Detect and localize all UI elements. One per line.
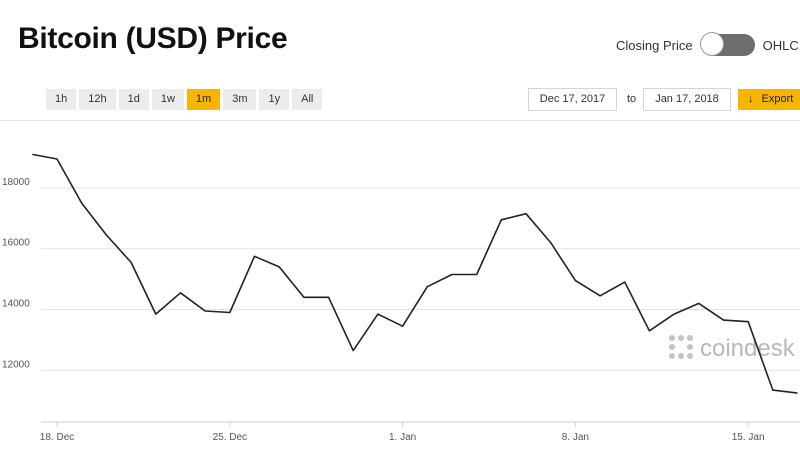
- watermark-text: coindesk: [700, 335, 796, 362]
- data-point[interactable]: [770, 388, 775, 393]
- data-point[interactable]: [499, 217, 504, 222]
- data-point[interactable]: [672, 312, 677, 317]
- data-point[interactable]: [55, 157, 60, 162]
- y-tick-label: 18000: [2, 177, 30, 188]
- data-point[interactable]: [449, 272, 454, 277]
- data-point[interactable]: [375, 312, 380, 317]
- data-point[interactable]: [301, 295, 306, 300]
- series-line-group: [30, 152, 800, 396]
- range-button-all[interactable]: All: [292, 89, 323, 110]
- closing-price-label[interactable]: Closing Price: [616, 37, 693, 53]
- data-point[interactable]: [425, 284, 430, 289]
- y-tick-label: 14000: [2, 299, 30, 310]
- range-selector: 1h 12h 1d 1w 1m 3m 1y All: [46, 89, 325, 110]
- range-button-1d[interactable]: 1d: [118, 89, 149, 110]
- watermark: coindesk: [669, 335, 796, 362]
- data-point[interactable]: [326, 295, 331, 300]
- data-point[interactable]: [746, 319, 751, 324]
- ohlc-label[interactable]: OHLC: [762, 37, 799, 53]
- data-point[interactable]: [721, 318, 726, 323]
- date-to-input[interactable]: Jan 17, 2018: [643, 88, 731, 111]
- x-tick-label: 1. Jan: [389, 432, 416, 443]
- y-gridlines: [41, 187, 800, 371]
- data-point[interactable]: [622, 280, 627, 285]
- range-button-12h[interactable]: 12h: [79, 89, 116, 110]
- range-button-1w[interactable]: 1w: [151, 89, 184, 110]
- x-tick-label: 15. Jan: [732, 432, 765, 443]
- date-to-label: to: [627, 93, 637, 105]
- chart-divider: [0, 120, 800, 121]
- data-point[interactable]: [795, 391, 800, 396]
- data-point[interactable]: [252, 254, 257, 259]
- data-point[interactable]: [178, 290, 183, 295]
- range-button-3m[interactable]: 3m: [223, 89, 257, 110]
- date-from-input[interactable]: Dec 17, 2017: [528, 88, 617, 111]
- x-tick-label: 8. Jan: [562, 432, 589, 443]
- x-tick-label: 18. Dec: [40, 432, 74, 443]
- x-tick-label: 25. Dec: [213, 432, 247, 443]
- data-point[interactable]: [30, 152, 35, 157]
- data-point[interactable]: [277, 264, 282, 269]
- y-tick-labels: 12000 14000 16000 18000: [2, 177, 30, 370]
- data-point[interactable]: [129, 260, 134, 265]
- range-button-1h[interactable]: 1h: [46, 89, 77, 110]
- x-axis: 18. Dec 25. Dec 1. Jan 8. Jan 15. Jan: [40, 421, 800, 443]
- page-title: Bitcoin (USD) Price: [18, 22, 288, 55]
- data-point[interactable]: [104, 233, 109, 238]
- data-point[interactable]: [548, 240, 553, 245]
- data-point[interactable]: [474, 272, 479, 277]
- data-point[interactable]: [203, 309, 208, 314]
- range-button-1m[interactable]: 1m: [186, 89, 221, 110]
- range-button-1y[interactable]: 1y: [259, 89, 290, 110]
- export-label: Export: [761, 93, 794, 105]
- price-series-line[interactable]: [32, 153, 798, 394]
- data-point[interactable]: [153, 312, 158, 317]
- toggle-knob[interactable]: [699, 32, 724, 56]
- data-point[interactable]: [524, 211, 529, 216]
- data-point[interactable]: [573, 278, 578, 283]
- data-point[interactable]: [400, 324, 405, 329]
- data-point[interactable]: [598, 293, 603, 298]
- y-tick-label: 12000: [2, 359, 30, 370]
- y-tick-label: 16000: [2, 238, 30, 249]
- data-point[interactable]: [79, 201, 84, 206]
- coindesk-logo-icon: [669, 335, 693, 359]
- export-button[interactable]: ↓ Export: [738, 89, 800, 110]
- price-mode-toggle-group: Closing Price OHLC: [616, 32, 799, 56]
- data-point[interactable]: [647, 328, 652, 333]
- price-mode-toggle[interactable]: [699, 32, 755, 56]
- download-arrow-icon: ↓: [748, 93, 754, 105]
- data-point[interactable]: [696, 301, 701, 306]
- data-point[interactable]: [351, 348, 356, 353]
- data-point[interactable]: [227, 310, 232, 315]
